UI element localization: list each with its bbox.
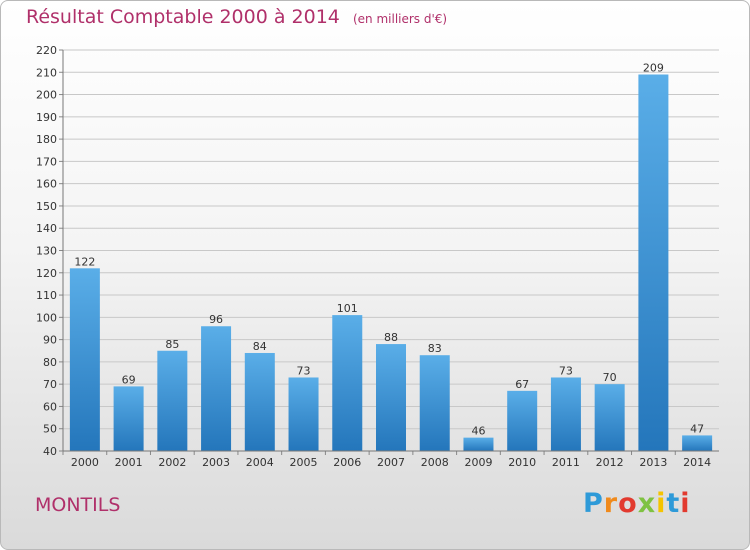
bar-2008 <box>419 355 450 451</box>
data-label: 73 <box>297 364 311 377</box>
y-tick-label: 180 <box>36 133 57 146</box>
bar-2004 <box>244 352 275 451</box>
data-label: 67 <box>515 378 529 391</box>
bar-2001 <box>113 386 144 451</box>
bar-2006 <box>332 315 363 451</box>
x-axis-tick-labels: 2000 2001 2002 2003 2004 2005 2006 2007 2008 2009… <box>62 451 711 469</box>
data-label: 70 <box>603 371 617 384</box>
data-label: 96 <box>209 313 223 326</box>
bar-2014 <box>682 435 713 451</box>
logo-letter: P <box>583 488 604 519</box>
y-tick-label: 220 <box>36 44 57 57</box>
y-tick-label: 130 <box>36 245 57 258</box>
x-tick-label: 2012 <box>596 456 624 469</box>
data-label: 209 <box>643 62 664 75</box>
bar-2002 <box>157 350 188 451</box>
data-label: 83 <box>428 342 442 355</box>
x-tick-label: 2008 <box>421 456 449 469</box>
y-tick-label: 110 <box>36 289 57 302</box>
data-label: 73 <box>559 364 573 377</box>
bar-2011 <box>550 377 581 451</box>
logo-letter: x <box>637 488 657 519</box>
data-label: 85 <box>165 338 179 351</box>
y-tick-label: 50 <box>43 423 57 436</box>
logo-letter: o <box>618 488 638 519</box>
x-tick-label: 2000 <box>71 456 99 469</box>
y-tick-label: 40 <box>43 445 57 458</box>
x-tick-label: 2007 <box>377 456 405 469</box>
logo-letter: i <box>656 488 667 519</box>
data-label: 122 <box>74 255 95 268</box>
y-tick-label: 160 <box>36 178 57 191</box>
x-tick-label: 2005 <box>290 456 318 469</box>
x-tick-label: 2003 <box>202 456 230 469</box>
y-tick-label: 140 <box>36 222 57 235</box>
bar-2003 <box>201 326 232 451</box>
x-tick-label: 2009 <box>464 456 492 469</box>
x-tick-label: 2010 <box>508 456 536 469</box>
chart-title: Résultat Comptable 2000 à 2014 (en milli… <box>26 6 447 28</box>
x-tick-label: 2014 <box>683 456 711 469</box>
logo-letter: i <box>680 488 691 519</box>
logo-letter: r <box>603 488 619 519</box>
data-label: 88 <box>384 331 398 344</box>
chart-title-main: Résultat Comptable 2000 à 2014 <box>26 6 340 28</box>
y-tick-label: 90 <box>43 334 57 347</box>
y-tick-label: 200 <box>36 89 57 102</box>
y-tick-label: 100 <box>36 311 57 324</box>
bar-2013 <box>638 74 669 451</box>
bar-2012 <box>594 384 625 451</box>
y-tick-label: 210 <box>36 66 57 79</box>
data-label: 46 <box>471 425 485 438</box>
x-tick-label: 2013 <box>639 456 667 469</box>
data-label: 101 <box>337 302 358 315</box>
data-labels: 122 69 85 96 84 73 101 88 83 46 67 73 70 209 47 <box>74 62 704 438</box>
bars <box>69 74 713 451</box>
town-name: MONTILS <box>35 494 121 516</box>
y-tick-label: 70 <box>43 378 57 391</box>
bar-2007 <box>376 344 406 451</box>
bar-2009 <box>463 437 494 451</box>
y-tick-label: 190 <box>36 111 57 124</box>
y-tick-label: 60 <box>43 400 57 413</box>
data-label: 84 <box>253 340 267 353</box>
bar-2000 <box>69 268 100 451</box>
chart-title-unit: (en milliers d'€) <box>352 12 448 26</box>
y-axis-tick-labels: 40 50 60 70 80 90 100 110 120 130 140 150 160 170 180 1… <box>36 44 63 458</box>
x-tick-label: 2001 <box>115 456 143 469</box>
data-label: 47 <box>690 422 704 435</box>
bar-2005 <box>288 377 319 451</box>
data-label: 69 <box>122 373 136 386</box>
x-tick-label: 2002 <box>158 456 186 469</box>
x-tick-label: 2006 <box>333 456 361 469</box>
y-tick-label: 80 <box>43 356 57 369</box>
proxiti-logo: Proxiti <box>583 488 691 519</box>
logo-letter: t <box>666 488 681 519</box>
bar-2010 <box>507 390 538 451</box>
y-tick-label: 120 <box>36 267 57 280</box>
y-tick-label: 150 <box>36 200 57 213</box>
x-tick-label: 2011 <box>552 456 580 469</box>
x-tick-label: 2004 <box>246 456 274 469</box>
y-tick-label: 170 <box>36 155 57 168</box>
